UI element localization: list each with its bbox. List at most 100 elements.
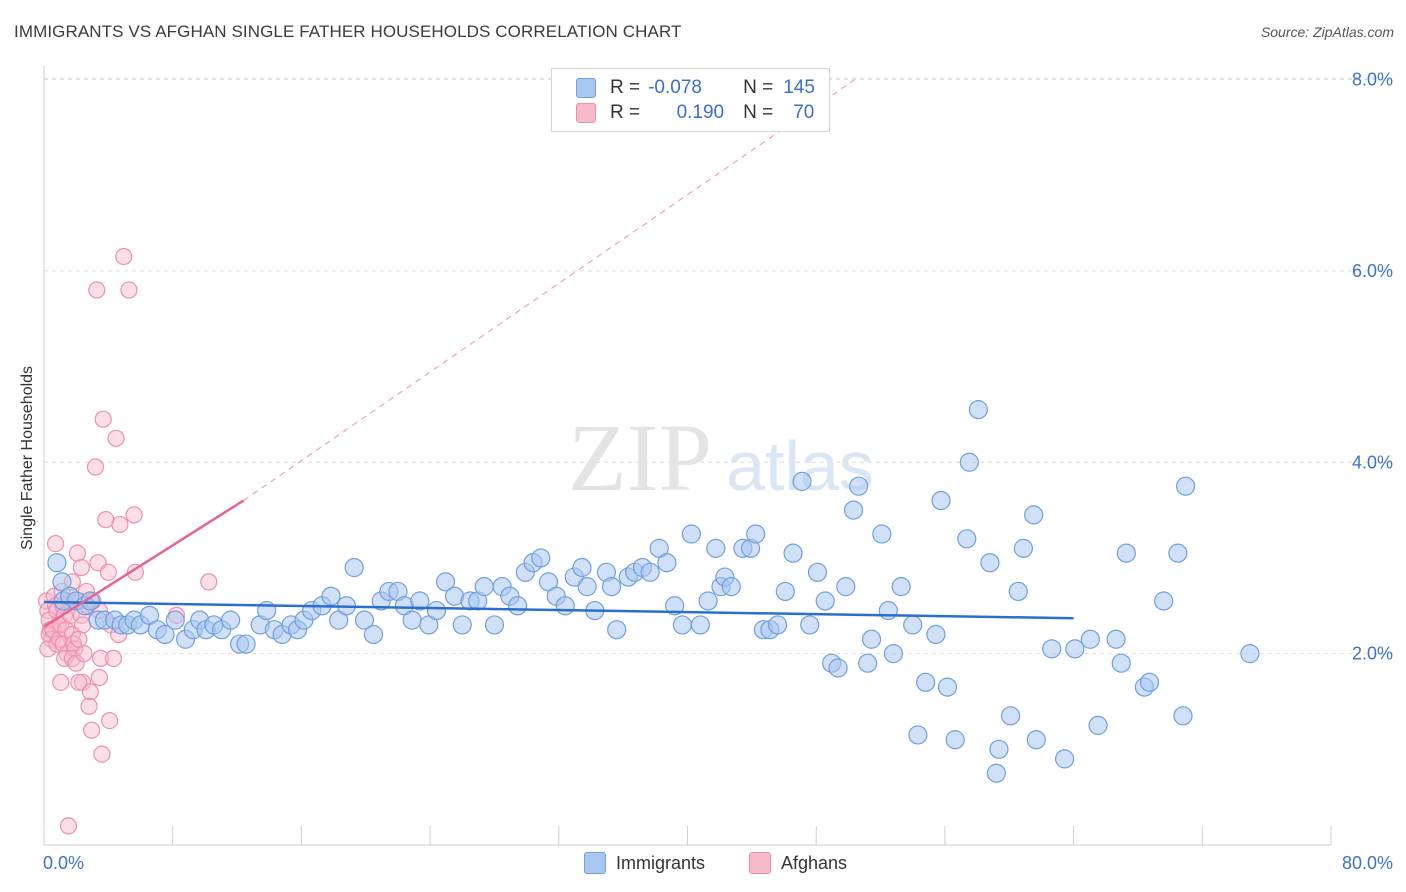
immigrants-point bbox=[221, 610, 241, 630]
afghans-point bbox=[59, 817, 78, 835]
immigrants-point bbox=[165, 610, 185, 630]
afghans-legend-label: Afghans bbox=[781, 852, 848, 873]
y-tick-label: 8.0% bbox=[1352, 70, 1393, 90]
afghans-point bbox=[39, 640, 57, 658]
watermark-atlas: atlas bbox=[726, 427, 874, 505]
immigrants-point bbox=[508, 596, 528, 616]
legend-n-value: 70 bbox=[793, 102, 815, 123]
afghans-point bbox=[70, 673, 88, 691]
immigrants-point bbox=[926, 624, 946, 645]
immigrants-point bbox=[607, 620, 627, 640]
immigrants-point bbox=[767, 615, 788, 635]
afghans-trend-extension bbox=[243, 79, 856, 502]
afghans-point bbox=[101, 712, 119, 730]
afghans-point bbox=[125, 506, 143, 524]
afghans-point bbox=[86, 458, 105, 476]
afghans-point bbox=[90, 668, 108, 687]
afghans-point bbox=[75, 645, 93, 663]
series-legend: Immigrants Afghans bbox=[0, 852, 1406, 876]
afghans-point bbox=[52, 673, 70, 691]
x-tick-label-max: 80.0% bbox=[1342, 853, 1393, 873]
x-tick-label-min: 0.0% bbox=[43, 853, 84, 873]
immigrants-trend-line bbox=[43, 600, 1074, 620]
afghans-point bbox=[72, 558, 90, 577]
y-tick-label: 4.0% bbox=[1352, 452, 1393, 472]
immigrants-point bbox=[474, 577, 494, 597]
afghans-trend-line bbox=[43, 499, 245, 628]
immigrants-point bbox=[872, 524, 892, 544]
immigrants-point bbox=[672, 615, 692, 635]
immigrants-point bbox=[640, 562, 660, 582]
legend-item-immigrants[interactable]: Immigrants bbox=[584, 852, 705, 874]
immigrants-point bbox=[1116, 543, 1136, 563]
immigrants-point bbox=[1168, 543, 1188, 563]
immigrants-point bbox=[1026, 730, 1046, 750]
afghans-point bbox=[111, 515, 129, 534]
legend-row-immigrants: R = -0.078 N = 145 bbox=[576, 76, 815, 100]
immigrants-point bbox=[1054, 749, 1075, 769]
immigrants-point bbox=[908, 725, 928, 745]
gridlines bbox=[44, 77, 1395, 655]
legend-r-label: R = bbox=[610, 77, 641, 98]
immigrants-point bbox=[706, 538, 726, 558]
y-tick-label: 2.0% bbox=[1352, 644, 1393, 664]
immigrants-point bbox=[989, 739, 1009, 759]
immigrants-point bbox=[402, 610, 422, 630]
immigrants-point bbox=[843, 500, 864, 520]
afghans-point bbox=[81, 683, 99, 701]
immigrants-point bbox=[1154, 591, 1174, 611]
immigrants-point bbox=[452, 615, 472, 635]
legend-n-label: N = bbox=[743, 102, 774, 123]
stats-legend: R = -0.078 N = 145 R = 0.190 N = 70 bbox=[551, 68, 830, 132]
immigrants-point bbox=[435, 572, 456, 592]
immigrants-point bbox=[1173, 706, 1193, 726]
immigrants-point bbox=[657, 553, 677, 573]
afghans-point bbox=[120, 281, 138, 299]
trend-lines bbox=[43, 79, 1074, 628]
afghans-points bbox=[37, 247, 218, 835]
afghans-point bbox=[88, 281, 106, 299]
afghans-legend-swatch bbox=[749, 852, 771, 874]
immigrants-point bbox=[1175, 476, 1196, 496]
immigrants-point bbox=[980, 553, 1000, 573]
immigrants-point bbox=[1240, 644, 1260, 664]
immigrants-point bbox=[572, 557, 592, 578]
immigrants-point bbox=[807, 562, 828, 582]
afghans-point bbox=[70, 630, 88, 648]
immigrants-point bbox=[986, 763, 1006, 783]
watermark-zip: ZIP bbox=[568, 404, 712, 511]
immigrants-point bbox=[1088, 715, 1108, 735]
immigrants-point bbox=[531, 548, 551, 568]
immigrants-point bbox=[903, 615, 923, 635]
y-tick-label: 6.0% bbox=[1352, 261, 1393, 281]
afghans-point bbox=[126, 563, 144, 581]
immigrants-swatch bbox=[576, 78, 596, 98]
immigrants-point bbox=[690, 615, 710, 635]
immigrants-point bbox=[155, 624, 175, 645]
immigrants-point bbox=[878, 600, 898, 621]
immigrants-point bbox=[783, 543, 803, 563]
immigrants-point bbox=[937, 677, 958, 697]
afghans-point bbox=[99, 563, 117, 581]
immigrants-legend-label: Immigrants bbox=[616, 852, 706, 873]
afghans-point bbox=[94, 410, 112, 428]
legend-item-afghans[interactable]: Afghans bbox=[749, 852, 847, 874]
afghans-point bbox=[66, 640, 84, 658]
source-label: Source: ZipAtlas.com bbox=[1260, 24, 1394, 40]
immigrants-point bbox=[828, 658, 848, 678]
afghans-point bbox=[83, 721, 101, 739]
immigrants-point bbox=[698, 591, 718, 611]
immigrants-legend-swatch bbox=[584, 852, 606, 874]
immigrants-point bbox=[775, 581, 795, 602]
immigrants-point bbox=[681, 524, 701, 544]
immigrants-point bbox=[746, 524, 766, 544]
immigrants-point bbox=[1000, 706, 1021, 726]
afghans-point bbox=[68, 544, 87, 562]
immigrants-point bbox=[800, 615, 820, 635]
immigrants-point bbox=[883, 644, 904, 664]
legend-r-value: -0.078 bbox=[648, 77, 702, 98]
immigrants-point bbox=[945, 730, 965, 750]
axes bbox=[43, 66, 1332, 846]
immigrants-point bbox=[354, 610, 375, 630]
afghans-point bbox=[93, 745, 111, 763]
